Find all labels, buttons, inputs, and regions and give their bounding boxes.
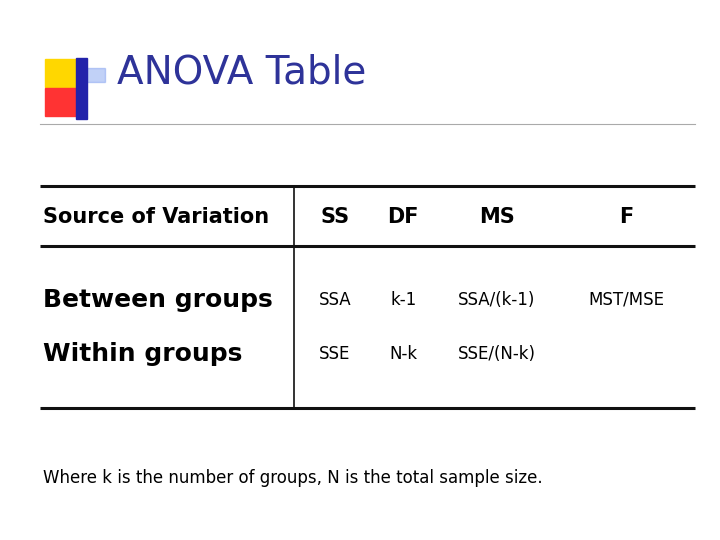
Text: Within groups: Within groups <box>43 342 243 366</box>
Text: k-1: k-1 <box>390 291 416 309</box>
Text: MS: MS <box>479 207 515 227</box>
Text: SS: SS <box>320 207 349 227</box>
Text: DF: DF <box>387 207 419 227</box>
Text: F: F <box>619 207 634 227</box>
Text: Source of Variation: Source of Variation <box>43 207 269 227</box>
Text: Between groups: Between groups <box>43 288 273 312</box>
Text: ANOVA Table: ANOVA Table <box>117 54 366 92</box>
Text: Where k is the number of groups, N is the total sample size.: Where k is the number of groups, N is th… <box>43 469 543 487</box>
Bar <box>63 68 104 82</box>
Bar <box>45 88 82 116</box>
Text: SSE/(N-k): SSE/(N-k) <box>458 345 536 363</box>
Text: SSA/(k-1): SSA/(k-1) <box>458 291 536 309</box>
Text: SSE: SSE <box>319 345 351 363</box>
Text: SSA: SSA <box>318 291 351 309</box>
Bar <box>76 58 86 119</box>
Text: N-k: N-k <box>389 345 418 363</box>
Text: MST/MSE: MST/MSE <box>588 291 665 309</box>
Bar <box>45 59 82 87</box>
